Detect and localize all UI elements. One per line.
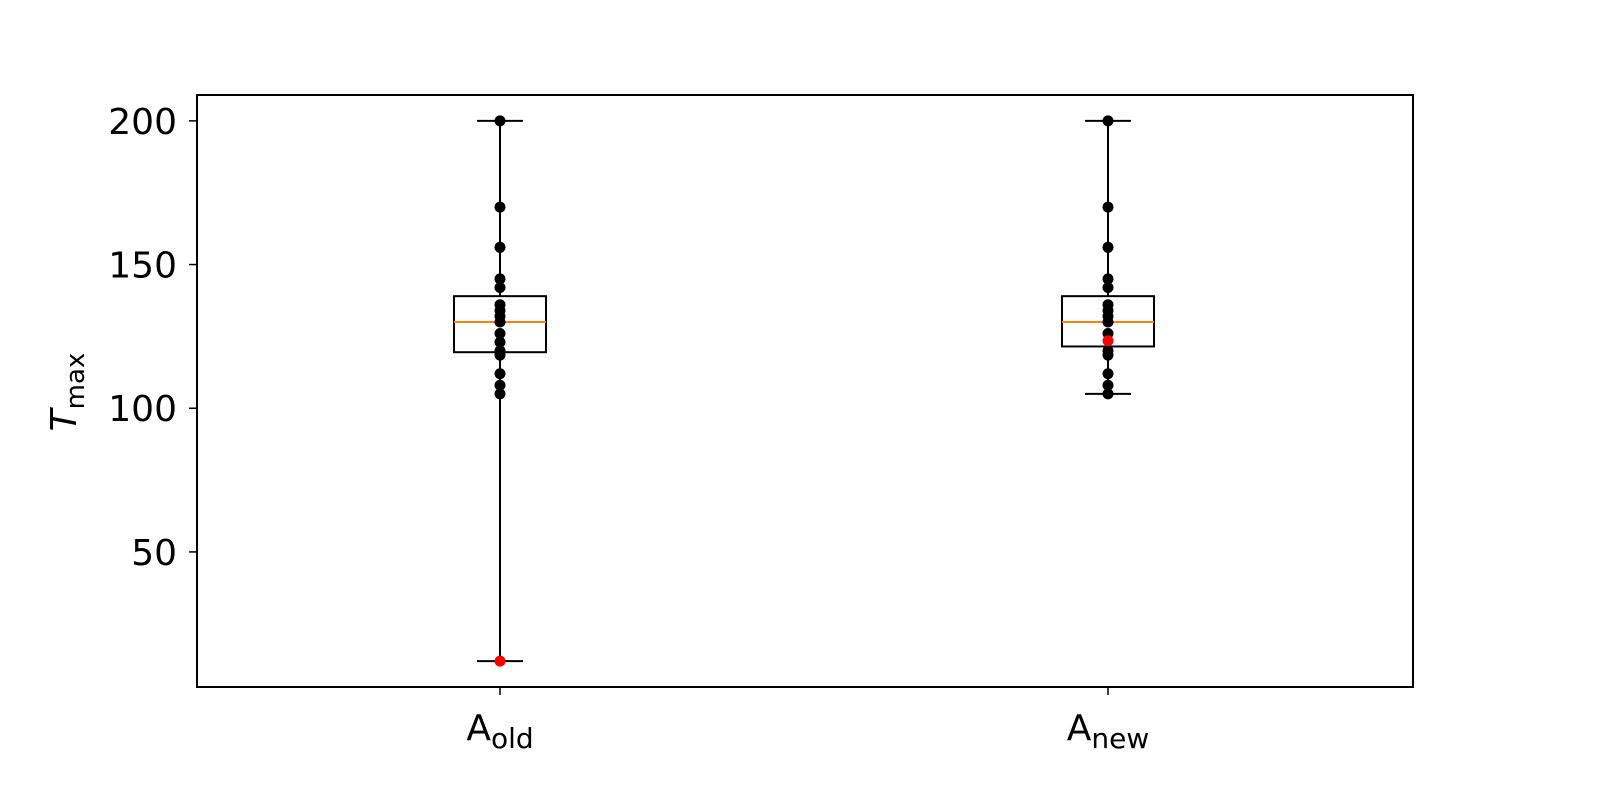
x-axis: Aold Anew [466,687,1149,755]
data-point [494,241,506,253]
data-point [1102,282,1114,294]
data-point [494,379,506,391]
y-tick-label: 150 [108,246,177,287]
data-point [494,388,506,400]
y-axis-label-main: T [44,406,85,431]
x-tick-label-main: A [1067,708,1092,749]
y-axis-label: Tmax [44,353,91,432]
x-tick-label-sub: new [1091,722,1149,755]
data-point [1102,368,1114,380]
data-point [494,336,506,348]
x-tick-label: Anew [1067,708,1150,755]
data-point [1102,201,1114,213]
data-point [494,201,506,213]
y-tick-label: 100 [108,389,177,430]
x-tick-label-sub: old [491,722,534,755]
y-axis: 50 100 150 200 [108,102,197,574]
data-point [1102,316,1114,328]
x-tick-label: Aold [466,708,533,755]
data-point [1102,241,1114,253]
box-group-1 [1061,115,1155,400]
data-point [494,349,506,361]
axes-frame [196,94,1414,688]
y-tick-label: 200 [108,102,177,143]
data-point [494,115,506,127]
data-point [1102,379,1114,391]
data-point [1102,273,1114,285]
data-point [1102,115,1114,127]
data-point [494,316,506,328]
x-tick-label-main: A [466,708,491,749]
highlight-point [494,655,506,667]
y-axis-label-sub: max [61,353,91,410]
data-point [1102,388,1114,400]
data-point [494,273,506,285]
data-point [1102,349,1114,361]
y-tick-label: 50 [131,533,177,574]
box-group-0 [453,115,547,667]
data-point [494,368,506,380]
data-point [494,328,506,340]
highlight-point [1102,335,1114,347]
data-point [494,282,506,294]
plot-area [453,115,1155,667]
